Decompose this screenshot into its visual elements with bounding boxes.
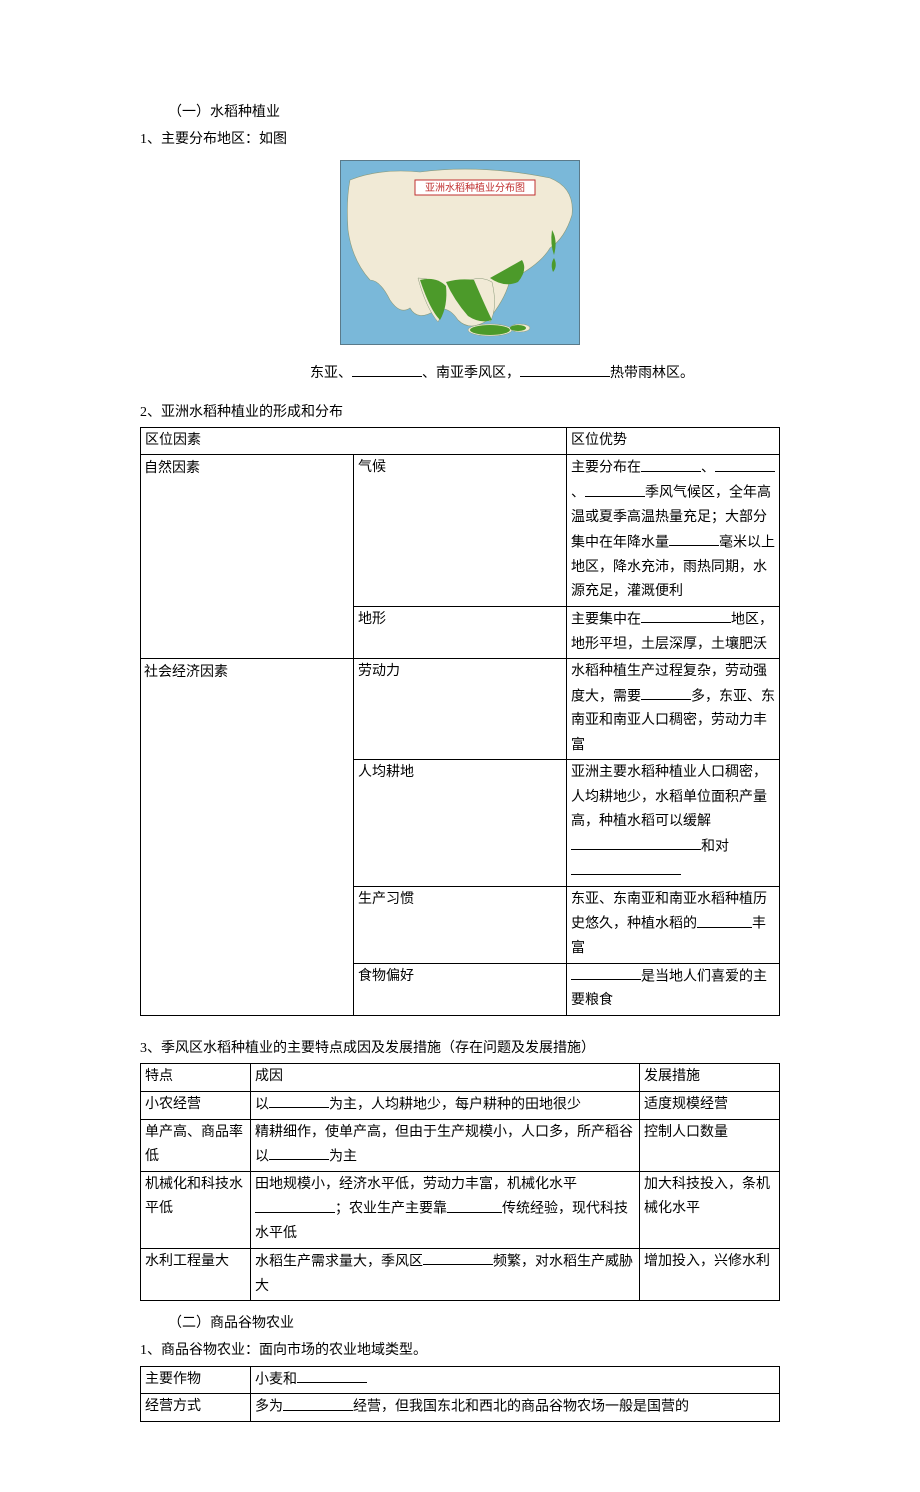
cell-food: 食物偏好 [354, 963, 567, 1015]
t: 水稻生产需求量大，季风区 [255, 1254, 423, 1269]
cell-labor: 劳动力 [354, 659, 567, 760]
cell: 田地规模小，经济水平低，劳动力丰富，机械化水平；农业生产主要靠传统经验，现代科技… [251, 1171, 640, 1248]
t: 主要分布在 [571, 461, 641, 476]
cell: 经营方式 [141, 1394, 251, 1422]
t: 为主，人均耕地少，每户耕种的田地很少 [329, 1097, 581, 1112]
cell: 多为 经营，但我国东北和西北的商品谷物农场一般是国营的 [251, 1394, 780, 1422]
cell: 水稻种植生产过程复杂，劳动强度大，需要多，东亚、东南亚和南亚人口稠密，劳动力丰富 [567, 659, 780, 760]
cell: 亚洲主要水稻种植业人口稠密，人均耕地少，水稻单位面积产量高，种植水稻可以缓解和对 [567, 760, 780, 886]
blank [255, 1197, 335, 1212]
cell: 精耕细作，使单产高，但由于生产规模小，人口多，所产稻谷以为主 [251, 1119, 640, 1171]
t: 经营，但我国东北和西北的商品谷物农场一般是国营的 [353, 1400, 689, 1415]
cell: 东亚、东南亚和南亚水稻种植历史悠久，种植水稻的丰富 [567, 886, 780, 963]
item-1-1: 1、主要分布地区：如图 [140, 127, 780, 152]
cell: 水稻生产需求量大，季风区频繁，对水稻生产威胁大 [251, 1248, 640, 1300]
table-row: 单产高、商品率低 精耕细作，使单产高，但由于生产规模小，人口多，所产稻谷以为主 … [141, 1119, 780, 1171]
th-advantage: 区位优势 [567, 427, 780, 455]
t: 主要集中在 [571, 612, 641, 627]
document-page: （一）水稻种植业 1、主要分布地区：如图 [0, 0, 920, 1492]
table-row: 主要作物 小麦和 [141, 1366, 780, 1394]
th-factor: 区位因素 [141, 427, 567, 455]
item-1-3: 3、季风区水稻种植业的主要特点成因及发展措施（存在问题及发展措施） [140, 1036, 780, 1061]
blank [297, 1368, 367, 1383]
section-heading-1: （一）水稻种植业 [140, 100, 780, 125]
t: ；农业生产主要靠 [335, 1202, 447, 1217]
blank [352, 361, 422, 376]
blank [571, 860, 681, 875]
t: 多为 [255, 1400, 283, 1415]
cell: 以 为主，人均耕地少，每户耕种的田地很少 [251, 1091, 640, 1119]
table-row: 小农经营 以 为主，人均耕地少，每户耕种的田地很少 适度规模经营 [141, 1091, 780, 1119]
caption-text-3: 热带雨林区。 [610, 366, 694, 381]
blank [571, 965, 641, 980]
t: 以 [255, 1097, 269, 1112]
table-row: 区位因素 区位优势 [141, 427, 780, 455]
table-row: 水利工程量大 水稻生产需求量大，季风区频繁，对水稻生产威胁大 增加投入，兴修水利 [141, 1248, 780, 1300]
asia-rice-map: 亚洲水稻种植业分布图 [340, 160, 580, 345]
section-heading-2: （二）商品谷物农业 [140, 1311, 780, 1336]
table-commodity-grain: 主要作物 小麦和 经营方式 多为 经营，但我国东北和西北的商品谷物农场一般是国营的 [140, 1366, 780, 1423]
table-row: 特点 成因 发展措施 [141, 1064, 780, 1092]
cell: 增加投入，兴修水利 [640, 1248, 780, 1300]
t: 为主 [329, 1149, 357, 1164]
th-cause: 成因 [251, 1064, 640, 1092]
cell-terrain: 地形 [354, 606, 567, 658]
blank [669, 531, 719, 546]
blank [423, 1250, 493, 1265]
table-row: 经营方式 多为 经营，但我国东北和西北的商品谷物农场一般是国营的 [141, 1394, 780, 1422]
blank [571, 835, 701, 850]
map-svg: 亚洲水稻种植业分布图 [340, 160, 580, 345]
blank [585, 481, 645, 496]
cell-natural: 自然因素 [141, 455, 354, 659]
caption-text-1: 东亚、 [310, 366, 352, 381]
cell: 水利工程量大 [141, 1248, 251, 1300]
caption-text-2: 、南亚季风区， [422, 366, 520, 381]
cell-social: 社会经济因素 [141, 659, 354, 1016]
item-2-1: 1、商品谷物农业：面向市场的农业地域类型。 [140, 1338, 780, 1363]
t: 、 [571, 486, 585, 501]
blank [283, 1395, 353, 1410]
cell: 加大科技投入，条机械化水平 [640, 1171, 780, 1248]
t: 小麦和 [255, 1372, 297, 1387]
t: 田地规模小，经济水平低，劳动力丰富，机械化水平 [255, 1177, 577, 1192]
cell-percap: 人均耕地 [354, 760, 567, 886]
blank [269, 1145, 329, 1160]
cell-climate: 气候 [354, 455, 567, 606]
cell-habit: 生产习惯 [354, 886, 567, 963]
table-row: 机械化和科技水平低 田地规模小，经济水平低，劳动力丰富，机械化水平 ；农业生产主要… [141, 1171, 780, 1248]
cell: 是当地人们喜爱的主要粮食 [567, 963, 780, 1015]
cell: 主要集中在地区，地形平坦，土层深厚，土壤肥沃 [567, 606, 780, 658]
cell: 小农经营 [141, 1091, 251, 1119]
table-location-factors: 区位因素 区位优势 自然因素 气候 主要分布在、、季风气候区，全年高温或夏季高温… [140, 427, 780, 1016]
cell: 主要分布在、、季风气候区，全年高温或夏季高温热量充足；大部分集中在年降水量毫米以… [567, 455, 780, 606]
blank [697, 912, 752, 927]
blank [269, 1093, 329, 1108]
blank [715, 456, 775, 471]
blank [641, 608, 731, 623]
cell: 机械化和科技水平低 [141, 1171, 251, 1248]
cell: 主要作物 [141, 1366, 251, 1394]
table-characteristics: 特点 成因 发展措施 小农经营 以 为主，人均耕地少，每户耕种的田地很少 适度规模… [140, 1063, 780, 1301]
cell: 单产高、商品率低 [141, 1119, 251, 1171]
th-feature: 特点 [141, 1064, 251, 1092]
blank [447, 1197, 502, 1212]
table-row: 自然因素 气候 主要分布在、、季风气候区，全年高温或夏季高温热量充足；大部分集中… [141, 455, 780, 606]
cell: 适度规模经营 [640, 1091, 780, 1119]
th-measure: 发展措施 [640, 1064, 780, 1092]
blank [641, 456, 701, 471]
blank [520, 361, 610, 376]
t: 和对 [701, 839, 729, 854]
t: 、 [701, 461, 715, 476]
cell: 控制人口数量 [640, 1119, 780, 1171]
blank [641, 685, 691, 700]
cell: 小麦和 [251, 1366, 780, 1394]
table-row: 社会经济因素 劳动力 水稻种植生产过程复杂，劳动强度大，需要多，东亚、东南亚和南… [141, 659, 780, 760]
t: 亚洲主要水稻种植业人口稠密，人均耕地少，水稻单位面积产量高，种植水稻可以缓解 [571, 765, 767, 829]
map-caption: 东亚、 、南亚季风区， 热带雨林区。 [140, 361, 780, 386]
item-1-2: 2、亚洲水稻种植业的形成和分布 [140, 400, 780, 425]
map-figure: 亚洲水稻种植业分布图 [140, 160, 780, 354]
map-title-text: 亚洲水稻种植业分布图 [425, 181, 525, 194]
